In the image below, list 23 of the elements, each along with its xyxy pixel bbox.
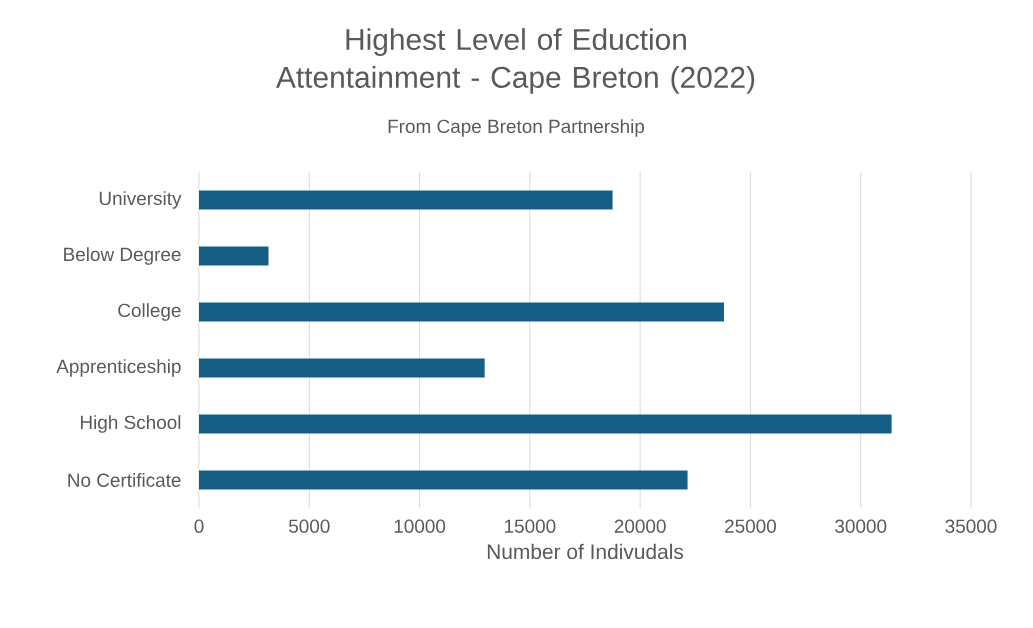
- y-tick-label: Apprenticeship: [56, 359, 181, 377]
- bar: [199, 302, 724, 322]
- x-tick-label: 35000: [945, 519, 997, 533]
- x-tick-label: 5000: [288, 519, 330, 533]
- x-tick-label: 20000: [614, 519, 666, 533]
- bar: [199, 190, 613, 210]
- y-tick-label: College: [118, 303, 181, 321]
- x-tick-label: 15000: [504, 519, 556, 533]
- bar: [199, 246, 269, 266]
- bar: [199, 414, 892, 434]
- bar: [199, 470, 688, 490]
- x-tick-label: 10000: [394, 519, 446, 533]
- x-tick-label: 30000: [835, 519, 887, 533]
- bar: [199, 358, 485, 378]
- x-tick-label: 0: [194, 519, 204, 533]
- y-tick-label: No Certificate: [68, 473, 181, 487]
- x-axis-title: Number of Indivudals: [487, 543, 684, 560]
- y-tick-label: Below Degree: [64, 247, 181, 265]
- chart-title: Highest Level of Eduction Attentainment - Cape Breton (2022): [276, 28, 755, 94]
- x-tick-label: 25000: [725, 519, 776, 533]
- chart-subtitle: From Cape Breton Partnership: [388, 119, 645, 137]
- y-tick-label: University: [99, 191, 182, 209]
- y-tick-label: High School: [80, 415, 181, 433]
